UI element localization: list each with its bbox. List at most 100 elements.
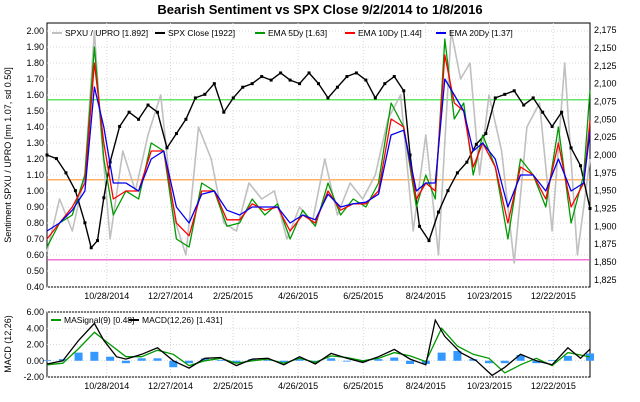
spx-point <box>474 142 478 146</box>
macd-histogram-bar <box>484 360 493 364</box>
spx-point <box>335 85 339 89</box>
x-tick-label: 8/24/2015 <box>406 291 446 301</box>
spx-point <box>503 92 507 96</box>
left-tick-label: 0.50 <box>26 266 44 276</box>
macd-grid <box>47 311 590 378</box>
left-tick-label: 1.50 <box>26 106 44 116</box>
right-tick-label: 1,925 <box>594 204 617 214</box>
macd-ylabel: MACD (12,26) <box>3 315 13 373</box>
macd-histogram-bar <box>358 360 367 363</box>
macd-histogram-bar <box>469 359 478 361</box>
legend-label: EMA 10Dy [1.44] <box>358 28 422 38</box>
spx-point <box>522 103 526 107</box>
left-tick-label: 0.80 <box>26 218 44 228</box>
spx-point <box>465 160 469 164</box>
x-tick-label: 12/27/2014 <box>148 291 193 301</box>
spx-point <box>102 196 106 200</box>
spx-point <box>408 153 412 157</box>
left-tick-label: 1.10 <box>26 170 44 180</box>
spx-point <box>326 96 330 100</box>
x-tick-label: 12/22/2015 <box>531 291 576 301</box>
macd-x-tick-label: 6/25/2015 <box>343 381 383 391</box>
main-plot-area <box>46 22 591 288</box>
spx-point <box>345 75 349 79</box>
macd-tick-label: 4.00 <box>26 323 44 333</box>
spx-point <box>392 75 396 79</box>
left-tick-label: 1.70 <box>26 74 44 84</box>
main-series-group <box>45 30 592 264</box>
macd-histogram-bar <box>232 360 241 364</box>
right-tick-label: 1,875 <box>594 239 617 249</box>
right-tick-label: 2,075 <box>594 96 617 106</box>
spx-point <box>241 85 245 89</box>
spx-point <box>64 171 68 175</box>
macd-histogram-bar <box>563 355 572 361</box>
left-tick-label: 0.60 <box>26 250 44 260</box>
right-tick-label: 2,050 <box>594 114 617 124</box>
right-tick-label: 1,950 <box>594 186 617 196</box>
macd-histogram-bar <box>586 353 594 361</box>
macd-histogram-bar <box>516 355 525 361</box>
macd-histogram-bar <box>137 358 146 361</box>
macd-histogram-bar <box>342 360 351 362</box>
macd-histogram-bar <box>311 360 320 363</box>
spx-point <box>118 124 122 128</box>
x-tick-label: 2/25/2015 <box>213 291 253 301</box>
macd-histogram-bar <box>406 360 415 364</box>
left-tick-label: 0.90 <box>26 202 44 212</box>
left-tick-label: 1.60 <box>26 90 44 100</box>
legend-label: EMA 5Dy [1.63] <box>268 28 327 38</box>
spx-point <box>54 157 58 161</box>
legend-label: SPX Close [1922] <box>168 28 235 38</box>
spx-point <box>73 189 77 193</box>
x-tick-label: 4/26/2015 <box>278 291 318 301</box>
spx-point <box>45 153 49 157</box>
spx-point <box>418 224 422 228</box>
left-tick-label: 1.20 <box>26 154 44 164</box>
spx-point <box>569 146 573 150</box>
spx-point <box>184 117 188 121</box>
left-tick-label: 1.00 <box>26 186 44 196</box>
macd-x-tick-label: 10/28/2014 <box>84 381 129 391</box>
spx-point <box>89 246 93 250</box>
right-tick-label: 2,100 <box>594 79 617 89</box>
macd-histogram-bar <box>500 360 509 364</box>
spx-point <box>446 189 450 193</box>
spx-point <box>288 78 292 82</box>
macd-line-1 <box>46 318 591 377</box>
spx-point <box>317 82 320 86</box>
spx-point <box>137 117 141 121</box>
series-line-3 <box>46 54 591 240</box>
left-tick-label: 1.40 <box>26 122 44 132</box>
series-line-4 <box>46 78 591 232</box>
macd-histogram-bar <box>437 352 446 361</box>
macd-x-tick-label: 10/23/2015 <box>467 381 512 391</box>
macd-histogram-bar <box>43 359 51 361</box>
series-line-2 <box>46 38 591 248</box>
macd-histogram-bar <box>453 351 462 361</box>
macd-histogram-bar <box>532 360 541 364</box>
spx-point <box>560 110 564 114</box>
macd-x-tick-label: 12/22/2015 <box>531 381 576 391</box>
series-line-0 <box>46 30 591 264</box>
spx-point <box>383 82 387 86</box>
macd-tick-label: 2.00 <box>26 340 44 350</box>
macd-histogram-bar <box>248 359 257 361</box>
spx-point <box>484 132 488 136</box>
spx-point <box>222 110 226 114</box>
spx-point <box>269 78 273 82</box>
right-tick-label: 1,900 <box>594 221 617 231</box>
macd-line-0 <box>46 327 591 374</box>
macd-histogram-bar <box>327 358 336 361</box>
spx-point <box>307 71 311 75</box>
legends: SPXU / UPRO [1.892] SPX Close [1922] EMA 5… <box>51 28 513 325</box>
macd-histogram-bar <box>90 351 99 361</box>
spx-point <box>512 89 516 93</box>
x-tick-label: 10/23/2015 <box>467 291 512 301</box>
spx-point <box>83 221 87 225</box>
macd-x-tick-label: 2/25/2015 <box>213 381 253 391</box>
legend-label: EMA 20Dy [1.37] <box>449 28 513 38</box>
spx-point <box>260 75 264 79</box>
left-tick-label: 0.70 <box>26 234 44 244</box>
macd-tick-label: 6.00 <box>26 307 44 317</box>
